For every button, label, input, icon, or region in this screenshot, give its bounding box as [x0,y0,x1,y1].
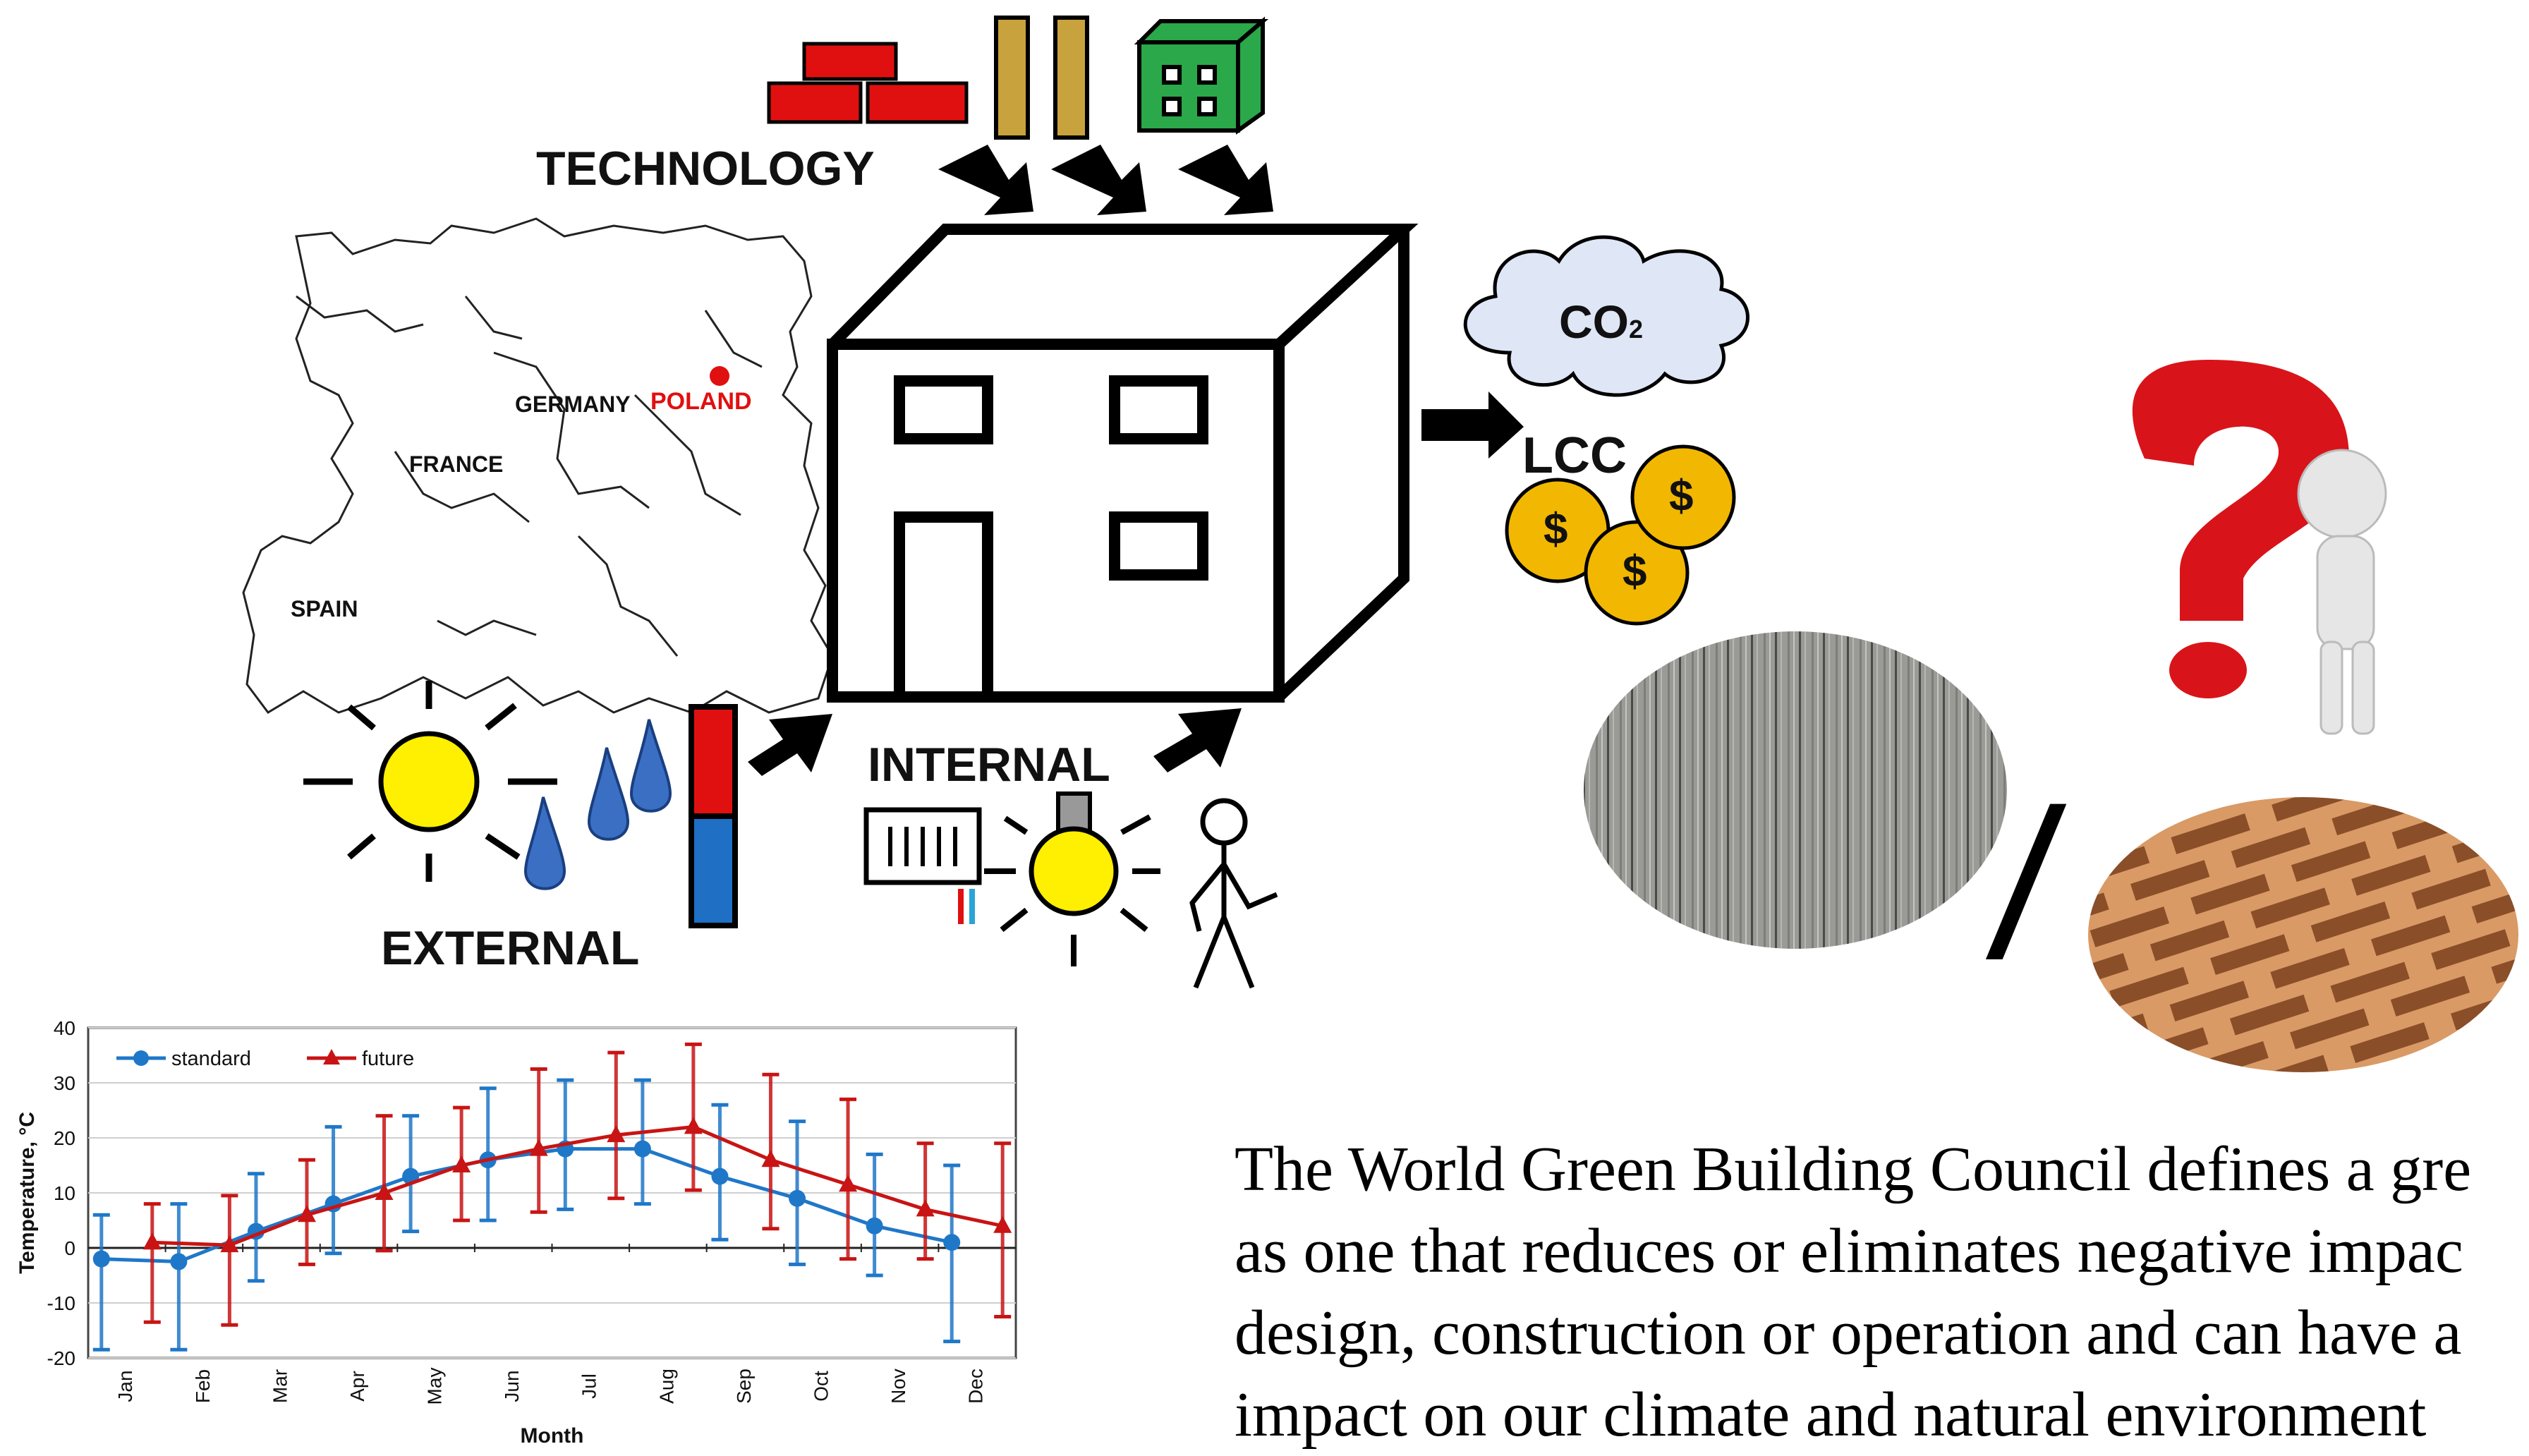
external-label: EXTERNAL [381,921,640,975]
house-icon [827,224,1419,703]
data-point [761,1150,780,1167]
x-tick-label: Dec [965,1369,987,1404]
technology-arrows [938,145,1273,215]
y-tick-label: 40 [54,1017,75,1039]
wood-texture-image [1584,631,2007,949]
lcc-label: LCC [1522,427,1627,484]
thermometer-icon [689,704,738,928]
x-axis-label: Month [521,1424,584,1448]
series-line [101,1147,952,1264]
legend-label: standard [171,1048,251,1070]
coin-symbol-1: $ [1544,505,1568,554]
data-point [943,1234,961,1251]
arrow-external-to-house [748,714,832,776]
y-tick-label: 0 [64,1237,75,1259]
map-label-france: FRANCE [409,451,504,477]
brick-texture-image [2088,797,2518,1072]
y-tick-label: 20 [54,1127,75,1149]
x-tick-label: Apr [346,1371,368,1402]
series-line [152,1124,1003,1247]
data-point [993,1215,1012,1233]
x-tick-label: Nov [887,1369,909,1404]
co2-label: CO2 [1559,295,1643,348]
data-point [633,1140,651,1158]
green-building-paragraph: The World Green Building Council defines… [1235,1129,2529,1456]
x-tick-label: Aug [655,1369,677,1404]
arrow-internal-to-house [1153,708,1242,772]
legend-label: future [362,1048,414,1070]
internal-label: INTERNAL [868,738,1110,791]
arrow-to-output [1421,392,1524,459]
paragraph-line-4: impact on our climate and natural enviro… [1235,1380,2427,1450]
modular-house-icon [1134,16,1269,135]
y-tick-label: 10 [54,1182,75,1204]
europe-map-icon [242,217,834,714]
data-point [452,1155,471,1172]
x-tick-label: Oct [810,1371,832,1402]
y-tick-label: -10 [47,1292,75,1314]
coin-symbol-2: $ [1623,547,1647,596]
y-tick-label: -20 [47,1347,75,1369]
x-tick-label: Feb [192,1369,214,1403]
x-tick-label: Mar [269,1369,291,1403]
rain-drops-icon [523,719,672,890]
data-point [711,1167,729,1185]
x-tick-label: Jul [578,1373,600,1399]
paragraph-line-2: as one that reduces or eliminates negati… [1235,1216,2463,1286]
series-standard [92,1078,961,1352]
x-tick-label: Sep [733,1369,755,1404]
wood-panels-icon [994,16,1089,140]
data-point [529,1139,548,1156]
light-bulb-icon [984,791,1160,966]
question-mark-figure-icon [2132,360,2387,735]
data-point [839,1175,858,1192]
co2-subscript: 2 [1629,315,1644,344]
radiator-icon [863,807,982,924]
coin-icon [1505,444,1736,626]
series-future [142,1042,1012,1327]
map-label-germany: GERMANY [515,392,631,417]
bricks-icon [767,42,969,124]
legend-marker [133,1050,149,1066]
map-label-spain: SPAIN [291,596,358,621]
data-point [142,1232,162,1250]
coin-symbol-3: $ [1669,472,1694,521]
temperature-chart: -20 -10 0 10 20 30 40 Jan Feb Mar Apr May Jun Jul Aug S… [16,1017,1017,1448]
co2-text: CO [1559,296,1629,348]
map-label-poland: POLAND [650,388,752,415]
data-point [170,1253,188,1270]
data-point [866,1217,883,1234]
x-tick-label: May [424,1368,446,1405]
person-icon [1189,798,1278,989]
y-tick-label: 30 [54,1072,75,1094]
data-point [220,1235,239,1253]
data-point [789,1189,806,1207]
y-axis-label: Temperature, °C [16,1112,39,1274]
x-tick-label: Jan [114,1370,136,1402]
data-point [297,1205,316,1223]
data-point [916,1199,935,1217]
poland-marker [710,366,729,386]
data-point [684,1117,703,1134]
data-point [92,1250,110,1268]
data-point [375,1183,394,1200]
x-tick-label: Jun [501,1370,523,1402]
paragraph-line-1: The World Green Building Council defines… [1235,1134,2472,1204]
cloud-icon [1463,235,1749,397]
paragraph-line-3: design, construction or operation and ca… [1235,1298,2462,1368]
data-point [607,1125,626,1143]
legend-marker [323,1049,340,1064]
technology-label: TECHNOLOGY [536,142,875,195]
sun-icon [303,681,557,882]
